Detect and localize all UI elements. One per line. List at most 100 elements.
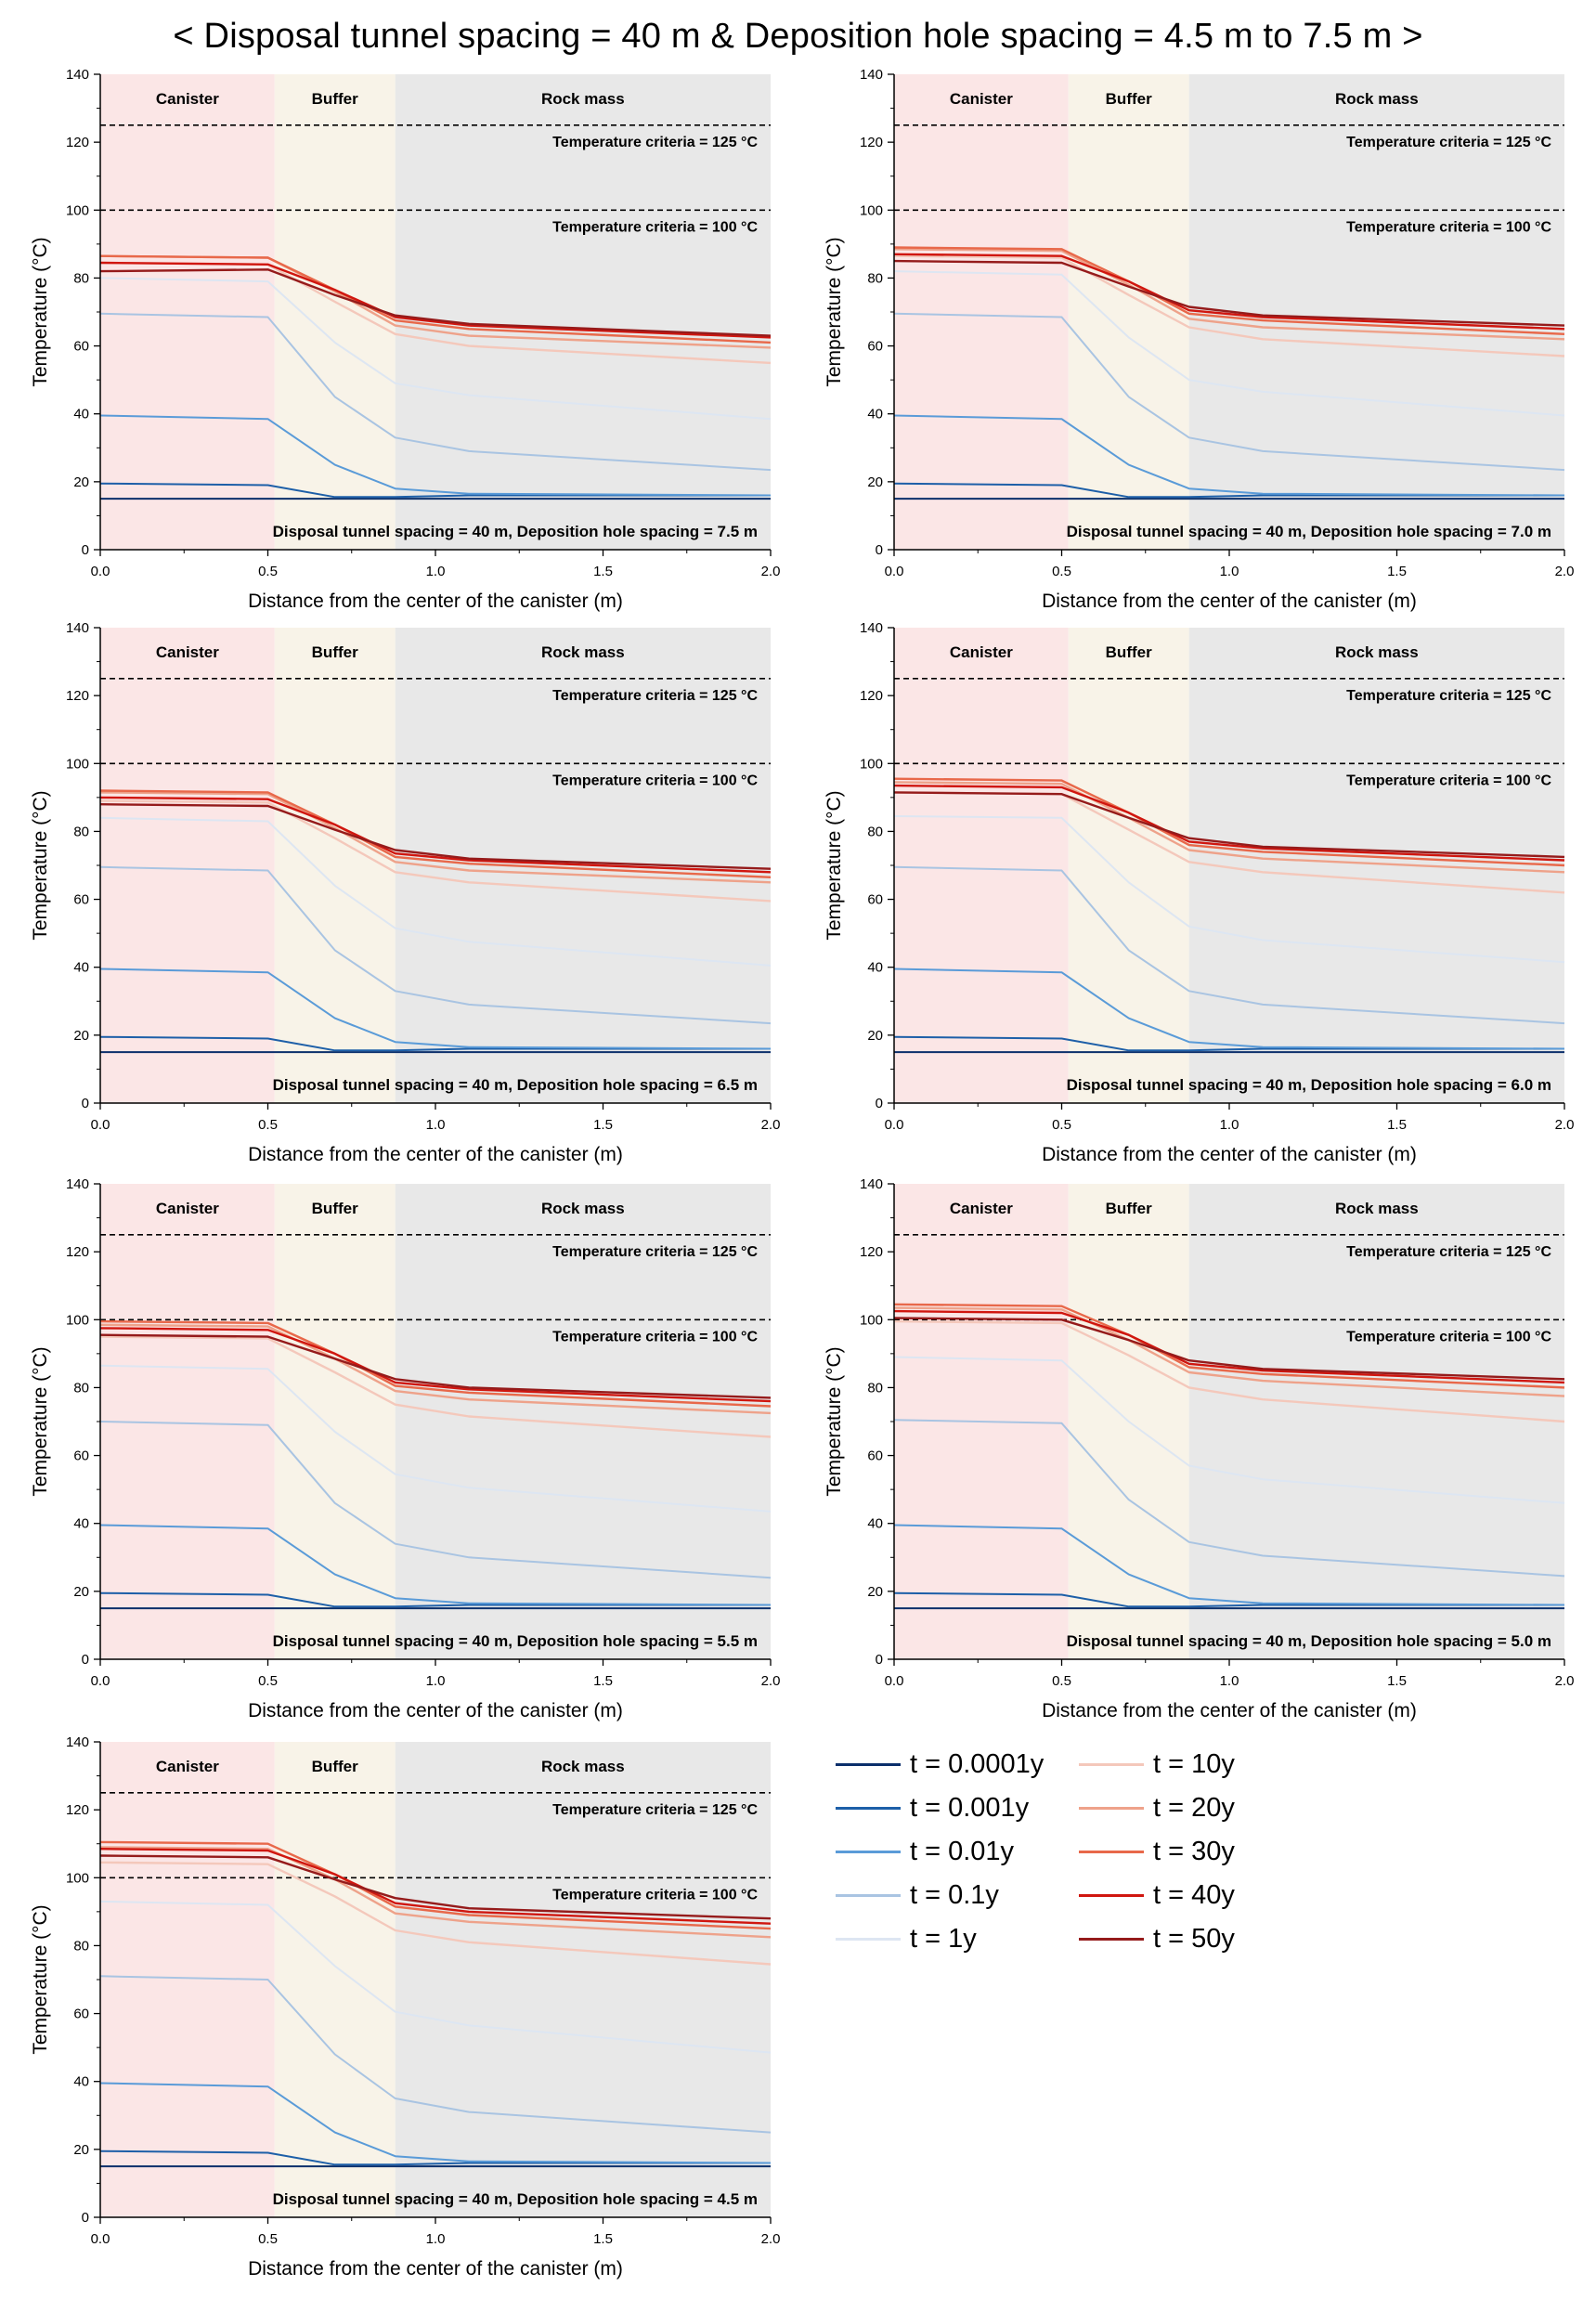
criteria-label: Temperature criteria = 125 °C xyxy=(1346,135,1551,150)
legend-label: t = 1y xyxy=(910,1923,977,1954)
series-line-t-50y xyxy=(893,791,1565,859)
y-tick-label: 60 xyxy=(73,892,89,908)
y-tick-label: 0 xyxy=(82,2210,89,2226)
legend-label: t = 0.01y xyxy=(910,1836,1015,1866)
series-line-t-10y xyxy=(99,799,772,903)
legend-item: t = 0.1y xyxy=(836,1877,999,1914)
y-tick-label: 80 xyxy=(73,1938,89,1954)
region-buffer xyxy=(274,628,396,1103)
region-label: Buffer xyxy=(1106,1200,1152,1217)
series-line-t-0.001y xyxy=(893,482,1564,499)
legend-label: t = 0.0001y xyxy=(910,1748,1045,1779)
legend-label: t = 50y xyxy=(1153,1923,1235,1954)
x-tick-label: 1.0 xyxy=(1220,1673,1239,1689)
region-label: Canister xyxy=(950,1200,1013,1217)
series-line-t-0.1y xyxy=(99,1975,772,2134)
figure-title: < Disposal tunnel spacing = 40 m & Depos… xyxy=(173,17,1423,56)
series-line-t-0.001y xyxy=(893,1591,1564,1608)
legend-swatch-t-20y xyxy=(1079,1806,1144,1810)
series-line-t-1y xyxy=(99,1900,772,2054)
series-line-t-10y xyxy=(893,1319,1565,1423)
series-line-t-0.1y xyxy=(99,1421,772,1579)
region-rock-mass xyxy=(1188,628,1564,1103)
y-axis-label: Temperature (°C) xyxy=(824,237,845,386)
legend-swatch-t-30y xyxy=(1079,1850,1144,1853)
x-tick-label: 1.0 xyxy=(426,1117,446,1133)
y-tick-label: 140 xyxy=(860,67,883,83)
x-axis-label: Distance from the center of the canister… xyxy=(248,1144,623,1165)
legend-item: t = 30y xyxy=(1079,1833,1235,1870)
x-tick-label: 0.0 xyxy=(91,2231,110,2247)
y-tick-label: 140 xyxy=(860,620,883,636)
series-line-t-0.01y xyxy=(893,414,1565,497)
legend-item: t = 10y xyxy=(1079,1746,1235,1783)
legend-label: t = 0.1y xyxy=(910,1879,999,1910)
series-line-t-0.001y xyxy=(99,1591,771,1608)
y-tick-label: 120 xyxy=(860,1244,883,1260)
y-tick-label: 80 xyxy=(73,1380,89,1396)
criteria-label: Temperature criteria = 100 °C xyxy=(1346,1329,1551,1344)
y-tick-label: 100 xyxy=(66,202,89,218)
y-tick-label: 120 xyxy=(66,1244,89,1260)
x-tick-label: 0.5 xyxy=(258,2231,278,2247)
y-tick-label: 20 xyxy=(867,1584,883,1600)
criteria-label: Temperature criteria = 125 °C xyxy=(1346,688,1551,704)
y-tick-label: 120 xyxy=(860,688,883,704)
x-tick-label: 0.5 xyxy=(258,564,278,579)
region-label: Rock mass xyxy=(1335,1200,1419,1217)
x-tick-label: 1.5 xyxy=(593,1673,613,1689)
y-tick-label: 80 xyxy=(73,270,89,286)
legend-item: t = 20y xyxy=(1079,1789,1235,1826)
x-tick-label: 2.0 xyxy=(761,564,781,579)
legend-swatch-t-1y xyxy=(836,1937,901,1941)
series-line-t-50y xyxy=(893,259,1565,327)
y-tick-label: 0 xyxy=(82,1096,89,1111)
y-tick-label: 20 xyxy=(73,2142,89,2158)
y-axis-label: Temperature (°C) xyxy=(30,790,51,940)
legend-item: t = 50y xyxy=(1079,1920,1235,1957)
chart-svg: Canister Buffer Rock mass Temperature crite… xyxy=(30,1734,780,2280)
region-buffer xyxy=(274,1742,396,2217)
x-tick-label: 0.0 xyxy=(885,1673,904,1689)
y-tick-label: 120 xyxy=(66,135,89,150)
series-line-t-50y xyxy=(99,1333,772,1399)
x-tick-label: 1.5 xyxy=(593,1117,613,1133)
series-line-t-0.1y xyxy=(893,865,1565,1025)
y-tick-label: 20 xyxy=(73,474,89,490)
series-line-t-0.1y xyxy=(99,312,772,472)
x-tick-label: 2.0 xyxy=(1555,1673,1575,1689)
y-tick-label: 100 xyxy=(860,1312,883,1328)
region-label: Canister xyxy=(156,1200,219,1217)
series-line-t-20y xyxy=(893,1306,1565,1397)
series-line-t-40y xyxy=(99,261,772,339)
x-tick-label: 1.5 xyxy=(593,564,613,579)
region-label: Buffer xyxy=(1106,90,1152,108)
region-label: Buffer xyxy=(1106,643,1152,661)
y-tick-label: 40 xyxy=(867,407,883,422)
legend-swatch-t-40y xyxy=(1079,1893,1144,1897)
region-label: Canister xyxy=(156,643,219,661)
y-tick-label: 0 xyxy=(82,1652,89,1668)
series-line-t-50y xyxy=(99,1854,772,1920)
legend-label: t = 10y xyxy=(1153,1748,1235,1779)
y-tick-label: 0 xyxy=(876,1652,883,1668)
region-label: Buffer xyxy=(312,1758,358,1775)
legend-label: t = 40y xyxy=(1153,1879,1235,1910)
y-tick-label: 100 xyxy=(66,1312,89,1328)
chart-svg: Canister Buffer Rock mass Temperature crite… xyxy=(824,1176,1575,1721)
series-line-t-50y xyxy=(893,1317,1565,1381)
x-tick-label: 1.5 xyxy=(593,2231,613,2247)
criteria-label: Temperature criteria = 125 °C xyxy=(1346,1244,1551,1260)
legend-item: t = 40y xyxy=(1079,1877,1235,1914)
x-tick-label: 0.0 xyxy=(885,1117,904,1133)
chart-panel-6.0m: Canister Buffer Rock mass Temperature crite… xyxy=(794,617,1588,1174)
x-tick-label: 0.5 xyxy=(258,1117,278,1133)
series-line-t-0.001y xyxy=(99,1035,771,1052)
legend-item: t = 1y xyxy=(836,1920,977,1957)
y-axis-label: Temperature (°C) xyxy=(30,237,51,386)
x-tick-label: 1.5 xyxy=(1387,564,1407,579)
region-canister xyxy=(894,74,1069,550)
x-tick-label: 1.0 xyxy=(426,2231,446,2247)
y-tick-label: 40 xyxy=(73,2074,89,2090)
chart-svg: Canister Buffer Rock mass Temperature crite… xyxy=(824,620,1574,1165)
